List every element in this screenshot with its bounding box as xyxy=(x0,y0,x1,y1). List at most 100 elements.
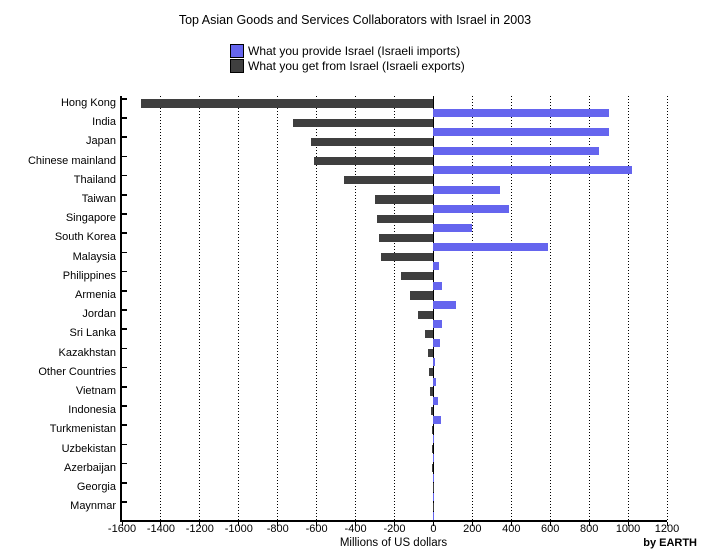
x-axis-title: Millions of US dollars xyxy=(339,537,448,549)
bar-imports-south-korea xyxy=(433,243,549,252)
bar-imports-sri-lanka xyxy=(433,339,441,348)
y-axis-tick xyxy=(122,251,127,254)
x-axis-tick-0 xyxy=(432,522,434,526)
bar-exports-chinese-mainland xyxy=(313,156,434,166)
bar-exports-armenia xyxy=(410,291,434,300)
x-axis-tick-800 xyxy=(588,522,590,526)
gridline-200 xyxy=(471,96,473,520)
x-tick-label--400: -400 xyxy=(344,523,367,535)
x-tick-label--1600: -1600 xyxy=(107,523,137,535)
x-axis-tick--400 xyxy=(355,522,357,526)
bar-exports-kazakhstan xyxy=(427,348,434,358)
legend: What you provide Israel (Israeli imports… xyxy=(230,44,465,74)
bar-imports-kazakhstan xyxy=(433,358,435,367)
category-label-philippines: Philippines xyxy=(62,269,116,282)
bar-exports-india xyxy=(293,118,434,127)
bar-imports-vietnam xyxy=(433,396,439,405)
category-label-maynmar: Maynmar xyxy=(70,500,116,513)
category-label-thailand: Thailand xyxy=(73,173,116,186)
chart-title: Top Asian Goods and Services Collaborato… xyxy=(178,13,532,27)
bar-imports-taiwan xyxy=(433,204,510,213)
bar-imports-japan xyxy=(433,147,599,156)
y-axis-tick xyxy=(122,213,127,215)
y-axis-tick xyxy=(122,155,127,158)
x-axis-tick--600 xyxy=(316,522,318,526)
bar-exports-azerbaijan xyxy=(432,464,434,473)
y-axis-tick xyxy=(122,117,127,119)
bar-exports-philippines xyxy=(401,272,434,281)
bar-exports-georgia xyxy=(432,483,434,492)
gridline-800 xyxy=(588,96,590,520)
plot-area xyxy=(120,96,668,522)
bar-exports-singapore xyxy=(376,214,434,223)
x-axis-tick--200 xyxy=(394,522,395,526)
category-label-japan: Japan xyxy=(86,135,116,148)
y-axis-tick xyxy=(122,443,127,446)
bar-exports-hong-kong xyxy=(141,99,434,108)
category-label-singapore: Singapore xyxy=(65,212,116,225)
gridline--800 xyxy=(277,96,279,520)
x-tick-label--200: -200 xyxy=(383,523,406,535)
x-tick-label--1200: -1200 xyxy=(185,523,214,535)
category-label-armenia: Armenia xyxy=(75,289,116,301)
bar-exports-thailand xyxy=(343,176,434,185)
x-axis-tick--1400 xyxy=(160,522,162,526)
category-label-turkmenistan: Turkmenistan xyxy=(49,423,116,436)
gridline--600 xyxy=(316,96,318,520)
y-axis-tick xyxy=(122,501,127,503)
x-tick-label--1000: -1000 xyxy=(224,523,253,535)
y-axis-tick xyxy=(122,366,127,369)
x-axis-tick-1000 xyxy=(627,522,629,526)
x-tick-label-1000: 1000 xyxy=(615,523,641,535)
category-label-azerbaijan: Azerbaijan xyxy=(64,461,116,474)
y-axis-tick xyxy=(122,482,127,484)
x-tick-label--600: -600 xyxy=(305,523,328,535)
y-axis-tick xyxy=(122,386,127,388)
x-tick-label-1200: 1200 xyxy=(654,523,680,535)
category-label-uzbekistan: Uzbekistan xyxy=(61,442,116,455)
y-axis-tick xyxy=(122,270,127,273)
x-tick-label-600: 600 xyxy=(541,523,560,535)
x-axis-tick--1000 xyxy=(238,522,240,526)
x-tick-label--1400: -1400 xyxy=(146,523,175,535)
bar-exports-japan xyxy=(310,137,434,147)
y-axis-tick xyxy=(122,194,127,196)
x-tick-label--800: -800 xyxy=(266,523,289,535)
y-axis-tick xyxy=(122,424,127,426)
x-axis-tick--1600 xyxy=(121,522,123,526)
gridline-400 xyxy=(510,96,512,520)
x-tick-label-200: 200 xyxy=(463,523,482,535)
category-label-south-korea: South Korea xyxy=(54,231,116,244)
bar-imports-jordan xyxy=(433,319,443,328)
x-axis-tick-600 xyxy=(549,522,551,526)
x-tick-label-800: 800 xyxy=(579,523,599,535)
category-label-other-countries: Other Countries xyxy=(38,365,116,378)
y-axis-tick xyxy=(122,328,127,330)
category-label-jordan: Jordan xyxy=(82,308,116,321)
y-axis-tick xyxy=(122,309,127,311)
legend-swatch-imports xyxy=(230,44,244,58)
x-axis-tick--1200 xyxy=(199,522,201,526)
gridline--1200 xyxy=(199,96,201,520)
category-label-sri-lanka: Sri Lanka xyxy=(69,327,116,340)
bar-exports-vietnam xyxy=(429,387,434,396)
gridline-1000 xyxy=(627,96,629,520)
category-label-vietnam: Vietnam xyxy=(75,385,116,397)
credit: by EARTH xyxy=(643,537,697,549)
bar-imports-uzbekistan xyxy=(433,454,435,463)
category-label-indonesia: Indonesia xyxy=(68,404,116,417)
category-label-kazakhstan: Kazakhstan xyxy=(58,346,116,359)
bar-imports-other-countries xyxy=(433,377,437,386)
bar-exports-indonesia xyxy=(430,406,434,415)
y-axis-tick xyxy=(122,232,127,234)
bar-exports-sri-lanka xyxy=(424,329,434,339)
x-axis-tick--800 xyxy=(277,522,279,526)
category-label-georgia: Georgia xyxy=(76,481,116,493)
bar-imports-chinese-mainland xyxy=(433,166,632,175)
y-axis-tick xyxy=(122,98,127,100)
x-tick-label-0: 0 xyxy=(430,523,437,535)
category-label-hong-kong: Hong Kong xyxy=(60,97,116,109)
bar-exports-other-countries xyxy=(428,368,434,377)
bar-imports-georgia xyxy=(433,492,435,501)
